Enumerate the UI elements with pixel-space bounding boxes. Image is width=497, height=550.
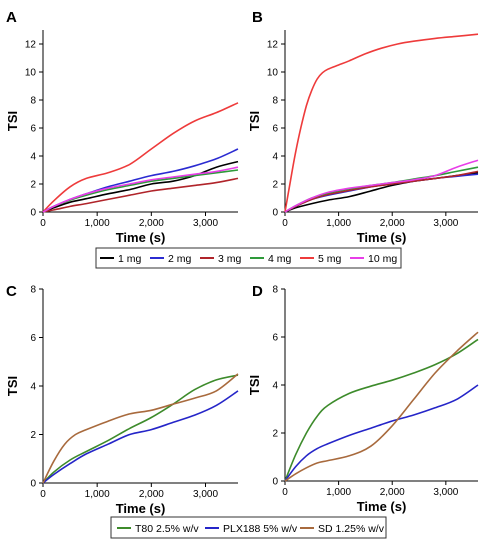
x-tick-label: 3,000	[433, 487, 458, 498]
series-line-t80-2-5-w-v	[42, 374, 239, 484]
panel-letter-d: D	[252, 283, 263, 300]
x-tick-label: 1,000	[85, 218, 110, 229]
chart-panel-d: 0 2 4 6 8 0 1,000 2,000 3,000 Time (s) TSI	[247, 285, 479, 514]
x-tick-label: 3,000	[193, 218, 218, 229]
y-tick-label: 4	[30, 382, 36, 393]
y-tick-label: 4	[272, 152, 278, 163]
x-tick-label: 0	[282, 487, 288, 498]
y-tick-label: 6	[30, 333, 36, 344]
y-tick-label: 4	[30, 152, 36, 163]
y-tick-label: 12	[25, 40, 37, 51]
series-line-plx188-5-w-v	[284, 384, 479, 482]
x-tick-label: 2,000	[139, 218, 164, 229]
y-tick-label: 4	[272, 381, 278, 392]
x-tick-label: 2,000	[139, 489, 164, 500]
legend-label-t80-2-5-w-v: T80 2.5% w/v	[135, 523, 199, 535]
legend-box	[95, 247, 402, 269]
legend-label-sd-1-25-w-v: SD 1.25% w/v	[318, 523, 385, 535]
legend-label-4-mg: 4 mg	[268, 253, 292, 265]
y-tick-label: 0	[30, 208, 36, 219]
panel-letter-c: C	[6, 283, 17, 300]
y-tick-label: 6	[272, 333, 278, 344]
y-axis-title: TSI	[247, 375, 262, 395]
legend-label-2-mg: 2 mg	[168, 253, 192, 265]
chart-panel-c: 0 2 4 6 8 0 1,000 2,000 3,000 Time (s) TSI	[5, 285, 239, 516]
x-axis-title: Time (s)	[357, 499, 407, 514]
x-tick-label: 2,000	[380, 487, 405, 498]
legend-box	[110, 516, 387, 539]
y-tick-label: 2	[30, 430, 36, 441]
x-tick-label: 1,000	[326, 218, 351, 229]
chart-panel-a: 0 2 4 6 8 10 12 0 1,000 2,000 3,000 Time (s) TSI	[5, 30, 239, 245]
legend-label-5-mg: 5 mg	[318, 253, 342, 265]
x-tick-label: 0	[40, 218, 46, 229]
series-line-3-mg	[284, 170, 479, 213]
x-tick-label: 1,000	[85, 489, 110, 500]
legend-surfactant: T80 2.5% w/v PLX188 5% w/v SD 1.25% w/v	[110, 516, 387, 539]
chart-panel-b: 0 2 4 6 8 10 12 0 1,000 2,000 3,000 Time (s) TSI	[247, 30, 479, 245]
y-tick-label: 0	[30, 479, 36, 490]
y-tick-label: 8	[30, 96, 36, 107]
x-tick-label: 2,000	[380, 218, 405, 229]
legend-label-3-mg: 3 mg	[218, 253, 242, 265]
panel-letter-a: A	[6, 9, 17, 26]
y-tick-label: 8	[272, 96, 278, 107]
legend-label-plx188-5-w-v: PLX188 5% w/v	[223, 523, 298, 535]
series-line-sd-1-25-w-v	[42, 373, 239, 484]
series-line-t80-2-5-w-v	[284, 338, 479, 482]
y-axis-title: TSI	[5, 376, 20, 396]
panel-letter-b: B	[252, 9, 263, 26]
x-tick-label: 0	[40, 489, 46, 500]
y-axis-title: TSI	[247, 111, 262, 131]
y-tick-label: 2	[30, 180, 36, 191]
series-line-10-mg	[284, 159, 479, 213]
y-tick-label: 0	[272, 208, 278, 219]
series-line-sd-1-25-w-v	[284, 331, 479, 482]
x-tick-label: 3,000	[193, 489, 218, 500]
x-axis-title: Time (s)	[357, 230, 407, 245]
y-tick-label: 10	[25, 68, 37, 79]
series-line-3-mg	[42, 177, 239, 213]
x-tick-label: 1,000	[326, 487, 351, 498]
legend-mass: 1 mg 2 mg 3 mg 4 mg 5 mg 10 mg	[95, 247, 402, 269]
x-tick-label: 0	[282, 218, 288, 229]
series-line-5-mg	[284, 33, 479, 213]
x-axis-title: Time (s)	[116, 501, 166, 516]
series-line-10-mg	[42, 166, 239, 213]
y-tick-label: 0	[272, 477, 278, 488]
y-tick-label: 6	[30, 124, 36, 135]
y-tick-label: 12	[267, 40, 279, 51]
y-tick-label: 2	[272, 429, 278, 440]
legend-label-10-mg: 10 mg	[368, 253, 397, 265]
y-tick-label: 8	[30, 285, 36, 296]
legend-label-1-mg: 1 mg	[118, 253, 142, 265]
y-tick-label: 6	[272, 124, 278, 135]
y-tick-label: 10	[267, 68, 279, 79]
series-line-5-mg	[42, 102, 239, 213]
y-axis-title: TSI	[5, 111, 20, 131]
y-tick-label: 2	[272, 180, 278, 191]
series-line-plx188-5-w-v	[42, 390, 239, 484]
x-tick-label: 3,000	[433, 218, 458, 229]
x-axis-title: Time (s)	[116, 230, 166, 245]
y-tick-label: 8	[272, 285, 278, 296]
